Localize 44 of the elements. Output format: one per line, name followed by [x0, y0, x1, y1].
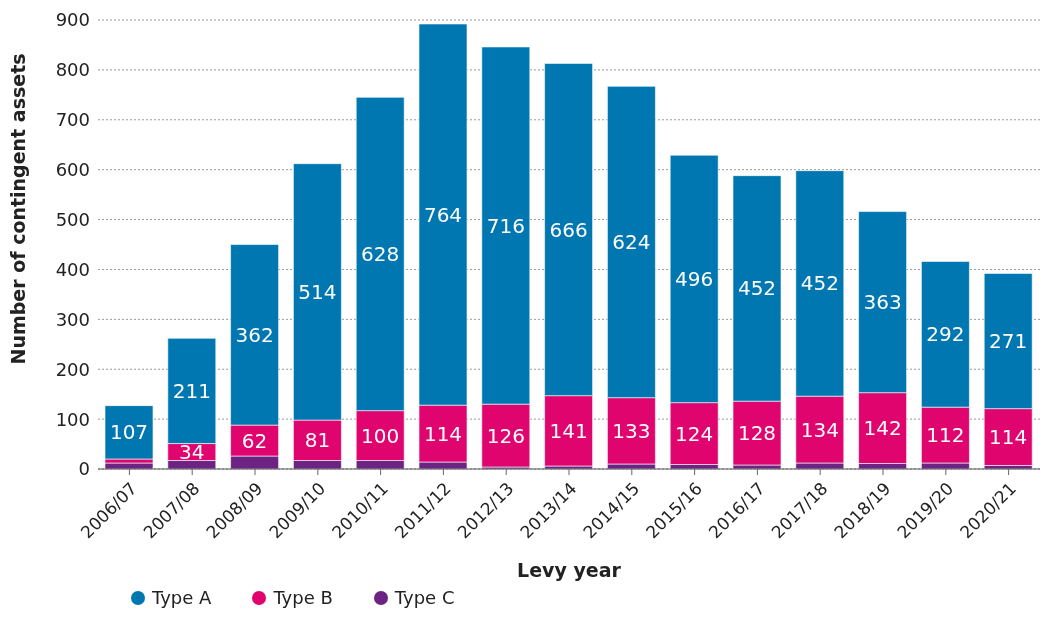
legend-label: Type A	[151, 587, 212, 608]
data-label: 362	[235, 322, 274, 347]
data-label: 142	[863, 416, 902, 441]
y-tick-label: 900	[55, 9, 90, 31]
legend-label: Type B	[272, 587, 333, 608]
data-label: 128	[737, 421, 777, 446]
data-label: 452	[800, 271, 839, 296]
x-axis-title: Levy year	[517, 559, 622, 581]
data-label: 666	[549, 217, 588, 242]
data-label: 124	[675, 421, 714, 446]
data-label: 628	[361, 241, 400, 266]
data-label: 81	[304, 428, 331, 453]
data-label: 624	[612, 230, 651, 255]
data-label: 211	[172, 378, 211, 403]
y-tick-label: 300	[55, 308, 90, 330]
legend-label: Type C	[393, 587, 455, 608]
data-label: 100	[361, 423, 400, 448]
data-label: 514	[298, 279, 337, 304]
data-label: 62	[241, 428, 268, 453]
y-axis-title: Number of contingent assets	[6, 53, 29, 365]
data-label: 114	[423, 421, 463, 446]
y-tick-label: 500	[55, 208, 90, 230]
data-label: 112	[926, 423, 965, 448]
data-label: 134	[800, 417, 839, 442]
y-tick-label: 0	[78, 458, 90, 480]
y-tick-label: 400	[55, 258, 90, 280]
y-tick-label: 100	[55, 408, 90, 430]
data-label: 271	[989, 329, 1028, 354]
y-tick-label: 600	[55, 159, 90, 181]
data-label: 114	[989, 425, 1028, 450]
data-label: 133	[612, 418, 651, 443]
data-label: 141	[549, 418, 588, 443]
y-tick-label: 700	[55, 109, 90, 131]
data-label: 34	[179, 440, 205, 465]
data-label: 452	[737, 276, 777, 301]
data-label: 764	[423, 202, 463, 227]
data-label: 716	[486, 213, 525, 238]
data-label: 126	[486, 423, 525, 448]
data-label: 363	[863, 290, 902, 315]
data-label: 292	[926, 322, 965, 347]
data-label: 107	[109, 420, 149, 445]
y-tick-label: 200	[55, 358, 90, 380]
y-tick-label: 800	[55, 59, 90, 81]
data-label: 496	[675, 266, 714, 291]
